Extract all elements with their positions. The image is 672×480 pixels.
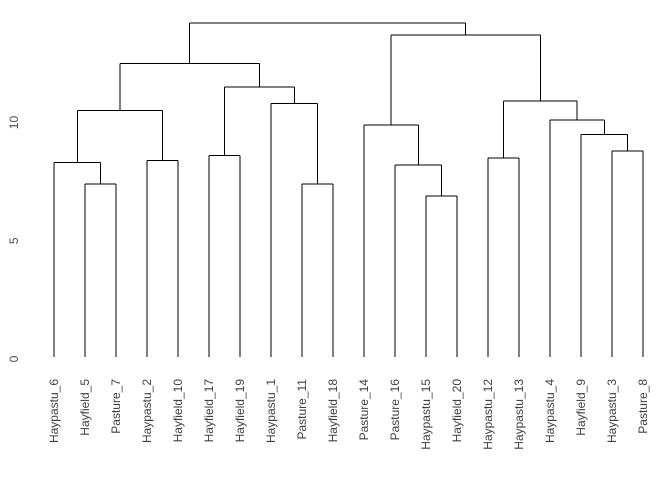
leaf-label: Hayfield_19 <box>233 379 247 443</box>
leaf-label: Haypastu_4 <box>543 379 557 443</box>
dendrogram-branches <box>53 22 644 357</box>
leaf-label: Haypastu_3 <box>605 379 619 443</box>
leaf-labels: Haypastu_6 Hayfield_5 Pasture_7 Haypastu_2 H… <box>47 379 650 450</box>
leaf-label: Hayfield_9 <box>574 379 588 436</box>
leaf-label: Hayfield_10 <box>171 379 185 443</box>
leaf-label: Hayfield_20 <box>450 379 464 443</box>
leaf-label: Hayfield_17 <box>202 379 216 443</box>
leaf-label: Haypastu_13 <box>512 379 526 450</box>
leaf-label: Pasture_7 <box>109 379 123 434</box>
leaf-label: Haypastu_1 <box>264 379 278 443</box>
leaf-label: Hayfield_18 <box>326 379 340 443</box>
y-axis-tick-label: 0 <box>7 355 21 362</box>
leaf-label: Pasture_14 <box>357 379 371 441</box>
y-axis-tick-label: 10 <box>7 116 21 130</box>
leaf-label: Haypastu_12 <box>481 379 495 450</box>
leaf-label: Haypastu_6 <box>47 379 61 443</box>
leaf-label: Haypastu_2 <box>140 379 154 443</box>
leaf-label: Haypastu_15 <box>419 379 433 450</box>
leaf-label: Hayfield_5 <box>78 379 92 436</box>
leaf-label: Pasture_8 <box>636 379 650 434</box>
y-axis: 0 5 10 <box>7 116 21 363</box>
y-axis-tick-label: 5 <box>7 237 21 244</box>
leaf-label: Pasture_16 <box>388 379 402 441</box>
leaf-label: Pasture_11 <box>295 379 309 440</box>
